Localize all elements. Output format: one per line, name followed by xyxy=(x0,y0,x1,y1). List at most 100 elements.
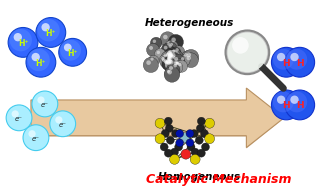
Text: H⁺: H⁺ xyxy=(46,29,56,38)
Text: H⁺: H⁺ xyxy=(18,39,28,48)
Circle shape xyxy=(37,19,60,41)
Circle shape xyxy=(184,53,188,57)
Circle shape xyxy=(167,43,170,46)
Text: H⁺: H⁺ xyxy=(67,49,78,58)
Circle shape xyxy=(168,53,172,57)
Circle shape xyxy=(143,57,158,73)
Circle shape xyxy=(160,143,168,151)
Circle shape xyxy=(173,46,185,58)
Circle shape xyxy=(6,105,32,131)
Circle shape xyxy=(186,53,191,57)
Circle shape xyxy=(168,54,172,58)
Circle shape xyxy=(155,134,165,144)
Circle shape xyxy=(285,90,315,120)
Circle shape xyxy=(186,130,194,138)
Circle shape xyxy=(163,50,176,64)
Circle shape xyxy=(271,90,301,120)
Circle shape xyxy=(162,58,174,70)
Circle shape xyxy=(175,143,183,151)
Circle shape xyxy=(169,66,173,70)
Circle shape xyxy=(174,59,184,69)
Circle shape xyxy=(286,49,307,70)
Circle shape xyxy=(165,55,175,65)
Circle shape xyxy=(165,59,177,71)
Circle shape xyxy=(166,136,174,144)
Circle shape xyxy=(184,53,198,68)
Circle shape xyxy=(277,96,285,104)
Circle shape xyxy=(170,43,173,46)
Circle shape xyxy=(165,60,168,64)
Circle shape xyxy=(166,124,173,132)
Text: H: H xyxy=(296,59,304,68)
Circle shape xyxy=(12,110,19,118)
Circle shape xyxy=(166,54,178,66)
Circle shape xyxy=(191,148,199,156)
Circle shape xyxy=(169,52,172,56)
Text: H: H xyxy=(282,101,290,110)
Circle shape xyxy=(169,45,172,48)
Circle shape xyxy=(232,37,249,54)
Circle shape xyxy=(186,139,194,147)
Circle shape xyxy=(14,33,22,41)
Circle shape xyxy=(171,62,183,74)
Circle shape xyxy=(155,49,166,60)
Circle shape xyxy=(168,50,184,65)
Circle shape xyxy=(168,50,172,54)
Circle shape xyxy=(37,96,45,104)
Circle shape xyxy=(23,125,49,151)
Circle shape xyxy=(186,56,191,60)
Circle shape xyxy=(164,117,172,125)
Circle shape xyxy=(165,50,181,66)
Circle shape xyxy=(167,51,172,55)
Circle shape xyxy=(273,49,294,70)
Circle shape xyxy=(173,60,184,70)
Circle shape xyxy=(179,55,190,66)
Circle shape xyxy=(166,43,177,53)
Text: e⁻: e⁻ xyxy=(59,122,67,128)
Circle shape xyxy=(148,55,159,66)
Circle shape xyxy=(161,51,173,63)
Circle shape xyxy=(173,64,177,68)
Circle shape xyxy=(166,53,170,57)
Circle shape xyxy=(165,61,168,64)
Circle shape xyxy=(166,59,170,63)
Circle shape xyxy=(176,61,179,64)
Circle shape xyxy=(168,60,172,64)
Circle shape xyxy=(59,38,87,66)
Text: H⁺: H⁺ xyxy=(36,59,46,68)
Circle shape xyxy=(290,53,299,61)
Circle shape xyxy=(167,70,172,74)
Circle shape xyxy=(160,56,171,67)
Circle shape xyxy=(163,56,178,71)
Circle shape xyxy=(162,58,166,62)
Circle shape xyxy=(55,116,62,124)
Text: Catalytic Mechanism: Catalytic Mechanism xyxy=(146,173,291,186)
Circle shape xyxy=(169,54,172,57)
Circle shape xyxy=(164,57,178,71)
Circle shape xyxy=(181,149,191,159)
Circle shape xyxy=(160,32,175,47)
Circle shape xyxy=(165,40,176,51)
Circle shape xyxy=(166,57,181,72)
Circle shape xyxy=(176,130,184,138)
Circle shape xyxy=(161,57,174,69)
Circle shape xyxy=(171,37,176,42)
Circle shape xyxy=(286,91,307,112)
Circle shape xyxy=(172,49,175,53)
Circle shape xyxy=(171,58,185,72)
Circle shape xyxy=(161,130,169,138)
Circle shape xyxy=(28,130,36,137)
Circle shape xyxy=(32,53,40,61)
Polygon shape xyxy=(31,88,284,148)
Circle shape xyxy=(169,53,180,64)
Circle shape xyxy=(166,50,179,63)
Circle shape xyxy=(60,40,81,61)
Circle shape xyxy=(162,58,175,70)
Circle shape xyxy=(10,29,32,51)
Text: H: H xyxy=(296,101,304,110)
Circle shape xyxy=(168,41,178,51)
Circle shape xyxy=(157,51,160,54)
Circle shape xyxy=(146,60,151,65)
Circle shape xyxy=(176,139,184,147)
Circle shape xyxy=(150,37,162,49)
